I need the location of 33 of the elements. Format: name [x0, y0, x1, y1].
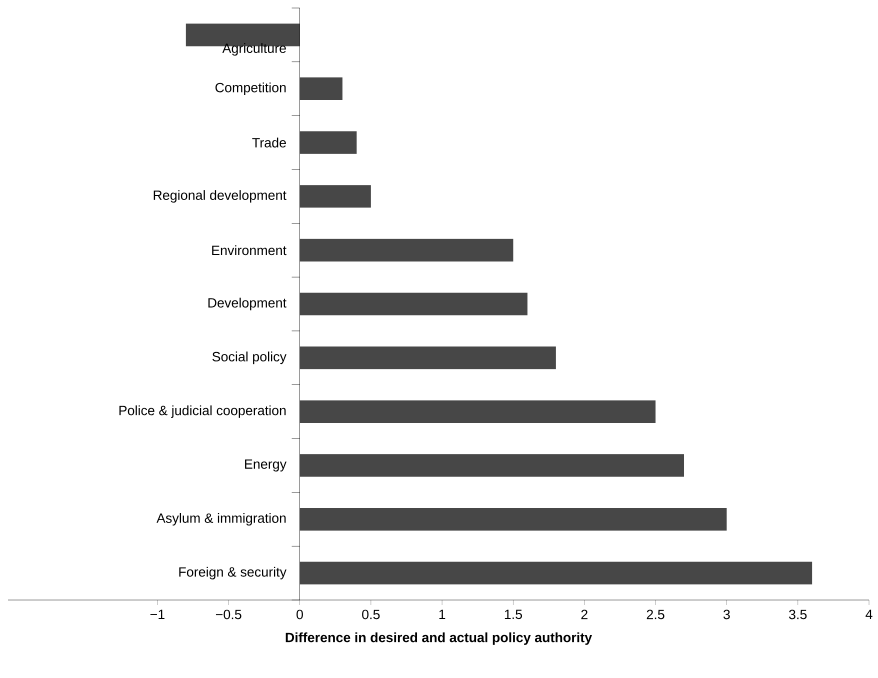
bar — [300, 346, 556, 370]
y-tick-label: Development — [208, 298, 286, 310]
bar — [300, 77, 342, 100]
y-tick-label: Energy — [245, 459, 287, 472]
x-tick-label: 1 — [439, 610, 446, 619]
bar — [300, 454, 684, 477]
x-tick-label: 0.5 — [362, 610, 380, 620]
x-tick-label: 4 — [866, 610, 872, 619]
y-tick-label: Regional development — [154, 190, 286, 203]
bar — [300, 185, 371, 208]
x-tick-label: 1.5 — [504, 610, 522, 620]
y-tick-label: Environment — [212, 245, 286, 256]
y-tick-label: Trade — [252, 138, 286, 148]
x-tick-label: −1 — [150, 610, 164, 619]
bar — [300, 400, 656, 423]
bar — [300, 238, 514, 262]
x-tick-label: 3.5 — [789, 610, 807, 620]
x-tick-label: 2 — [581, 610, 588, 620]
x-tick-label: −0.5 — [216, 610, 242, 620]
x-tick-label: 3 — [723, 610, 730, 620]
y-tick-label: Foreign & security — [179, 566, 287, 580]
y-tick-label: Agriculture — [222, 43, 286, 56]
bar — [300, 292, 528, 316]
y-tick-label: Police & judicial cooperation — [119, 405, 286, 418]
bar — [300, 131, 357, 154]
y-tick-label: Social policy — [212, 352, 286, 364]
y-tick-label: Competition — [215, 82, 286, 96]
bar — [300, 562, 812, 584]
x-tick-label: 2.5 — [646, 610, 664, 620]
bar — [300, 508, 727, 531]
y-tick-label: Asylum & immigration — [156, 513, 286, 526]
x-tick-label: 0 — [296, 610, 303, 620]
x-axis-title: Difference in desired and actual policy authority — [286, 632, 592, 645]
